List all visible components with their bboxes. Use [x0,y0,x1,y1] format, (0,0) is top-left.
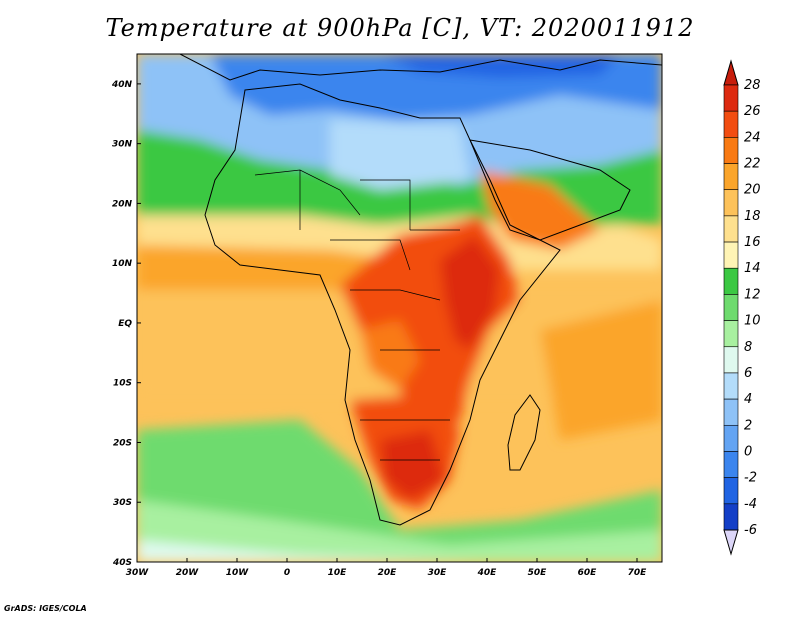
colorbar-swatch [723,267,739,295]
colorbar-top-arrow [723,59,739,86]
lon-tick-label: 50E [528,568,548,578]
colorbar-swatch [723,503,739,531]
lat-tick-label: 40S [112,558,132,568]
lat-tick-label: 20N [112,199,133,209]
colorbar-label: 20 [744,183,761,198]
arabia-coastline [469,139,631,241]
plot-frame [136,53,663,563]
lon-tick-label: 10E [328,568,348,578]
plot-area [137,54,662,562]
colorbar-label: 22 [744,157,761,172]
region-far-south [137,500,662,562]
colorbar-label: 26 [744,104,761,119]
colorbar-swatch [723,346,739,374]
madagascar-coastline [507,394,541,471]
colorbar-label: 6 [744,366,752,381]
region-east-core [440,235,500,350]
colorbar-swatch [723,294,739,321]
lon-tick-label: 30W [126,568,150,578]
lat-tick-label: 30S [113,498,132,508]
colorbar-swatch [723,137,739,164]
country-borders [254,169,460,461]
colorbar-label: 16 [744,235,761,250]
lon-tick-label: 30E [428,568,448,578]
africa-coastline [204,83,561,526]
colorbar-swatch [723,110,739,138]
colorbar-swatch [723,372,739,400]
lon-tick-label: 40E [477,568,498,578]
colorbar-swatch [723,215,739,243]
colorbar-swatch [723,241,739,269]
lat-tick-label: 20S [113,438,132,448]
region-north-pale [330,120,470,190]
lon-tick-label: 70E [628,568,648,578]
lat-tick-label: 30N [112,140,133,150]
colorbar-label: -4 [744,497,757,512]
colorbar-label: 0 [744,444,752,459]
colorbar-label: 14 [744,261,761,276]
colorbar-label: 24 [744,130,761,145]
region-atlantic-southwest [137,540,480,562]
colorbar-swatch [723,451,739,478]
coastlines [179,54,662,526]
colorbar-swatch [723,189,739,217]
colorbar-label: -2 [744,471,757,486]
colorbar-label: -6 [744,523,757,538]
grads-credit: GrADS: IGES/COLA [4,604,87,613]
lon-tick-label: 20W [176,568,200,578]
colorbar-label: 28 [744,78,761,93]
colorbar-swatch [723,398,739,426]
lon-tick-label: 0 [284,568,290,578]
colorbar-label: 8 [744,340,752,355]
lat-tick-label: 40N [111,80,133,90]
colorbar-swatch [723,477,739,505]
colorbar-label: 10 [744,314,761,329]
colorbar-swatch [723,320,739,348]
region-south-core [380,430,445,500]
axis-ticks: 30W 20W 10W 0 10E 20E 30E 40E 50E 60E 70E 40N 30N 20N… [111,80,647,578]
lat-tick-label: EQ [118,319,132,329]
colorbar-label: 18 [744,209,761,224]
colorbar-swatch [723,163,739,191]
lon-tick-label: 20E [378,568,398,578]
chart-title: Temperature at 900hPa [C], VT: 202001191… [105,14,695,42]
lon-tick-label: 60E [578,568,598,578]
colorbar-swatch [723,84,739,112]
lon-tick-label: 10W [226,568,250,578]
lat-tick-label: 10N [112,259,133,269]
colorbar-swatch [723,424,739,452]
europe-coastline [179,54,662,81]
colorbar-label: 12 [744,287,761,302]
colorbar-bottom-arrow [723,529,739,556]
region-central-west [360,320,420,390]
colorbar-label: 4 [744,392,752,407]
colorbar-label: 2 [744,418,752,433]
region-indian-ocean [540,300,662,440]
lat-tick-label: 10S [113,379,132,389]
